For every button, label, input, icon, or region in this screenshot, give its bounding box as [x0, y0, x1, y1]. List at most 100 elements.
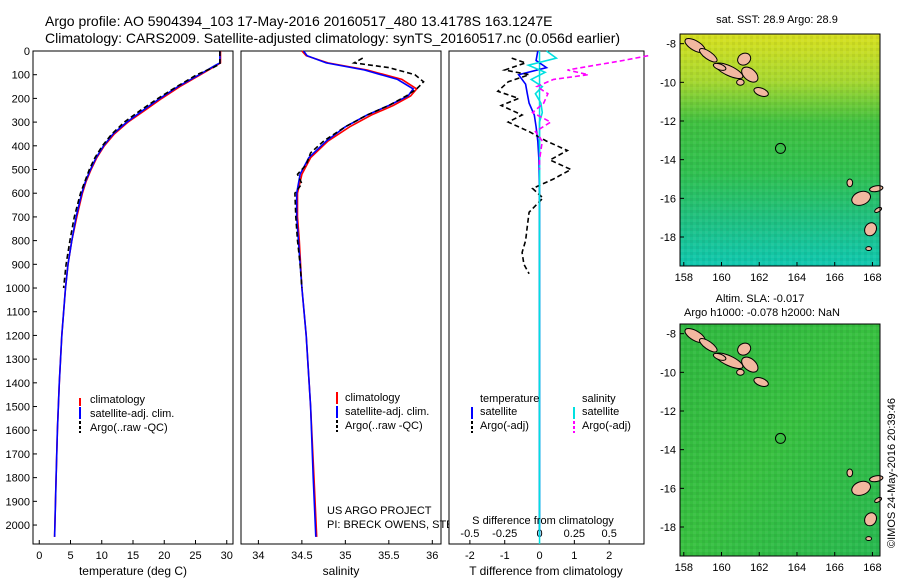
- island: [846, 468, 854, 478]
- legend-title-temperature: temperature: [480, 393, 539, 405]
- s-tick-label: 0.25: [564, 528, 585, 540]
- s-tick-label: 0.5: [602, 528, 617, 540]
- legend-label-climatology: climatology: [345, 392, 401, 404]
- sla-field-texture: [680, 324, 880, 556]
- map-x-tick-label: 164: [788, 562, 806, 574]
- legend-label-s-argo: Argo(-adj): [582, 420, 631, 432]
- y-tick-label: 1900: [6, 496, 30, 508]
- y-tick-label: 1800: [6, 473, 30, 485]
- x-tick-label: 20: [158, 550, 170, 562]
- sla-map-frame: [679, 323, 881, 557]
- y-tick-label: 2000: [6, 520, 30, 532]
- salinity-series: [294, 50, 425, 537]
- map-x-tick-label: 164: [788, 272, 806, 284]
- s-difference-label: S difference from climatology: [472, 515, 614, 527]
- y-tick-label: 0: [24, 46, 30, 58]
- temperature-plot-frame: [32, 50, 234, 545]
- y-tick-label: 1600: [6, 425, 30, 437]
- y-tick-label: 1200: [6, 330, 30, 342]
- island: [737, 342, 752, 356]
- y-tick-label: 1100: [6, 307, 30, 319]
- legend-title-salinity: salinity: [582, 393, 616, 405]
- sst-map-x-axis: 158 160 162 164 166 168: [675, 262, 882, 284]
- series-line: [525, 50, 559, 537]
- legend-label-t-satellite: satellite: [480, 406, 517, 418]
- difference-x-label: T difference from climatology: [469, 564, 623, 578]
- legend-label-t-argo: Argo(-adj): [480, 420, 529, 432]
- x-tick-label: 30: [221, 550, 233, 562]
- salinity-plot-frame: [240, 50, 442, 545]
- sst-float-marker: [774, 142, 786, 154]
- map-y-tick-label: -16: [660, 483, 676, 495]
- x-tick-label: 2: [606, 550, 612, 562]
- map-y-tick-label: -10: [660, 367, 676, 379]
- y-tick-label: 100: [12, 70, 30, 82]
- y-tick-label: 1400: [6, 378, 30, 390]
- depth-axis: 0 100 200 300 400 500 600 700 800 900 1000 1100 1200…: [6, 46, 37, 532]
- island: [736, 78, 745, 86]
- y-tick-label: 300: [12, 117, 30, 129]
- salinity-panel: 34 34.5 35 35.5 36 salinity climatology sate…: [240, 50, 584, 578]
- island: [737, 52, 752, 66]
- legend-label-argo: Argo(..raw -QC): [345, 420, 423, 432]
- temperature-x-label: temperature (deg C): [79, 564, 187, 578]
- series-line: [294, 57, 425, 289]
- temperature-legend: climatology satellite-adj. clim. Argo(..…: [79, 394, 174, 434]
- x-tick-label: 35.5: [378, 550, 399, 562]
- header-line-2: Climatology: CARS2009. Satellite-adjuste…: [45, 30, 620, 46]
- x-tick-label: 25: [189, 550, 201, 562]
- y-tick-label: 1000: [6, 283, 30, 295]
- series-line: [531, 54, 649, 170]
- sla-map-panel: Altim. SLA: -0.017 Argo h1000: -0.078 h2…: [660, 293, 884, 574]
- sla-float-marker: [774, 432, 786, 444]
- x-tick-label: 0: [36, 550, 42, 562]
- map-y-tick-label: -8: [666, 329, 676, 341]
- sst-map-land: [684, 38, 884, 252]
- map-y-tick-label: -18: [660, 522, 676, 534]
- island: [736, 368, 745, 376]
- series-line: [496, 57, 573, 275]
- x-tick-label: 34.5: [291, 550, 312, 562]
- map-x-tick-label: 158: [675, 562, 693, 574]
- x-tick-label: -2: [465, 550, 475, 562]
- map-y-tick-label: -10: [660, 77, 676, 89]
- s-tick-label: -0.5: [460, 528, 479, 540]
- island: [699, 338, 718, 353]
- temperature-series: [53, 51, 222, 537]
- island: [712, 352, 727, 361]
- map-y-tick-label: -14: [660, 155, 676, 167]
- legend-label-s-satellite: satellite: [582, 406, 619, 418]
- x-tick-label: 35: [339, 550, 351, 562]
- map-y-tick-label: -16: [660, 193, 676, 205]
- x-tick-label: 15: [127, 550, 139, 562]
- difference-plot-frame: [448, 50, 645, 545]
- sla-map-title: Altim. SLA: -0.017: [716, 293, 805, 305]
- difference-series: [496, 50, 649, 544]
- legend-label-satellite: satellite-adj. clim.: [90, 408, 174, 420]
- map-x-tick-label: 158: [675, 272, 693, 284]
- y-tick-label: 1300: [6, 354, 30, 366]
- island: [864, 512, 878, 527]
- x-tick-label: 34: [252, 550, 264, 562]
- island: [864, 222, 878, 237]
- island: [753, 377, 769, 387]
- x-tick-label: 36: [426, 550, 438, 562]
- sst-map-y-axis: -8 -10 -12 -14 -16 -18: [660, 39, 684, 244]
- island: [846, 178, 854, 188]
- map-x-tick-label: 162: [750, 562, 768, 574]
- y-tick-label: 700: [12, 212, 30, 224]
- y-tick-label: 200: [12, 93, 30, 105]
- sst-field-texture: [680, 34, 880, 266]
- y-tick-label: 500: [12, 165, 30, 177]
- map-x-tick-label: 168: [863, 562, 881, 574]
- salinity-legend: climatology satellite-adj. clim. Argo(..…: [336, 392, 429, 432]
- map-y-tick-label: -12: [660, 406, 676, 418]
- sla-map-y-axis: -8 -10 -12 -14 -16 -18: [660, 329, 684, 534]
- island: [865, 536, 873, 542]
- x-tick-label: 1: [571, 550, 577, 562]
- x-tick-label: 10: [96, 550, 108, 562]
- map-x-tick-label: 160: [712, 562, 730, 574]
- sla-map-land: [684, 328, 884, 542]
